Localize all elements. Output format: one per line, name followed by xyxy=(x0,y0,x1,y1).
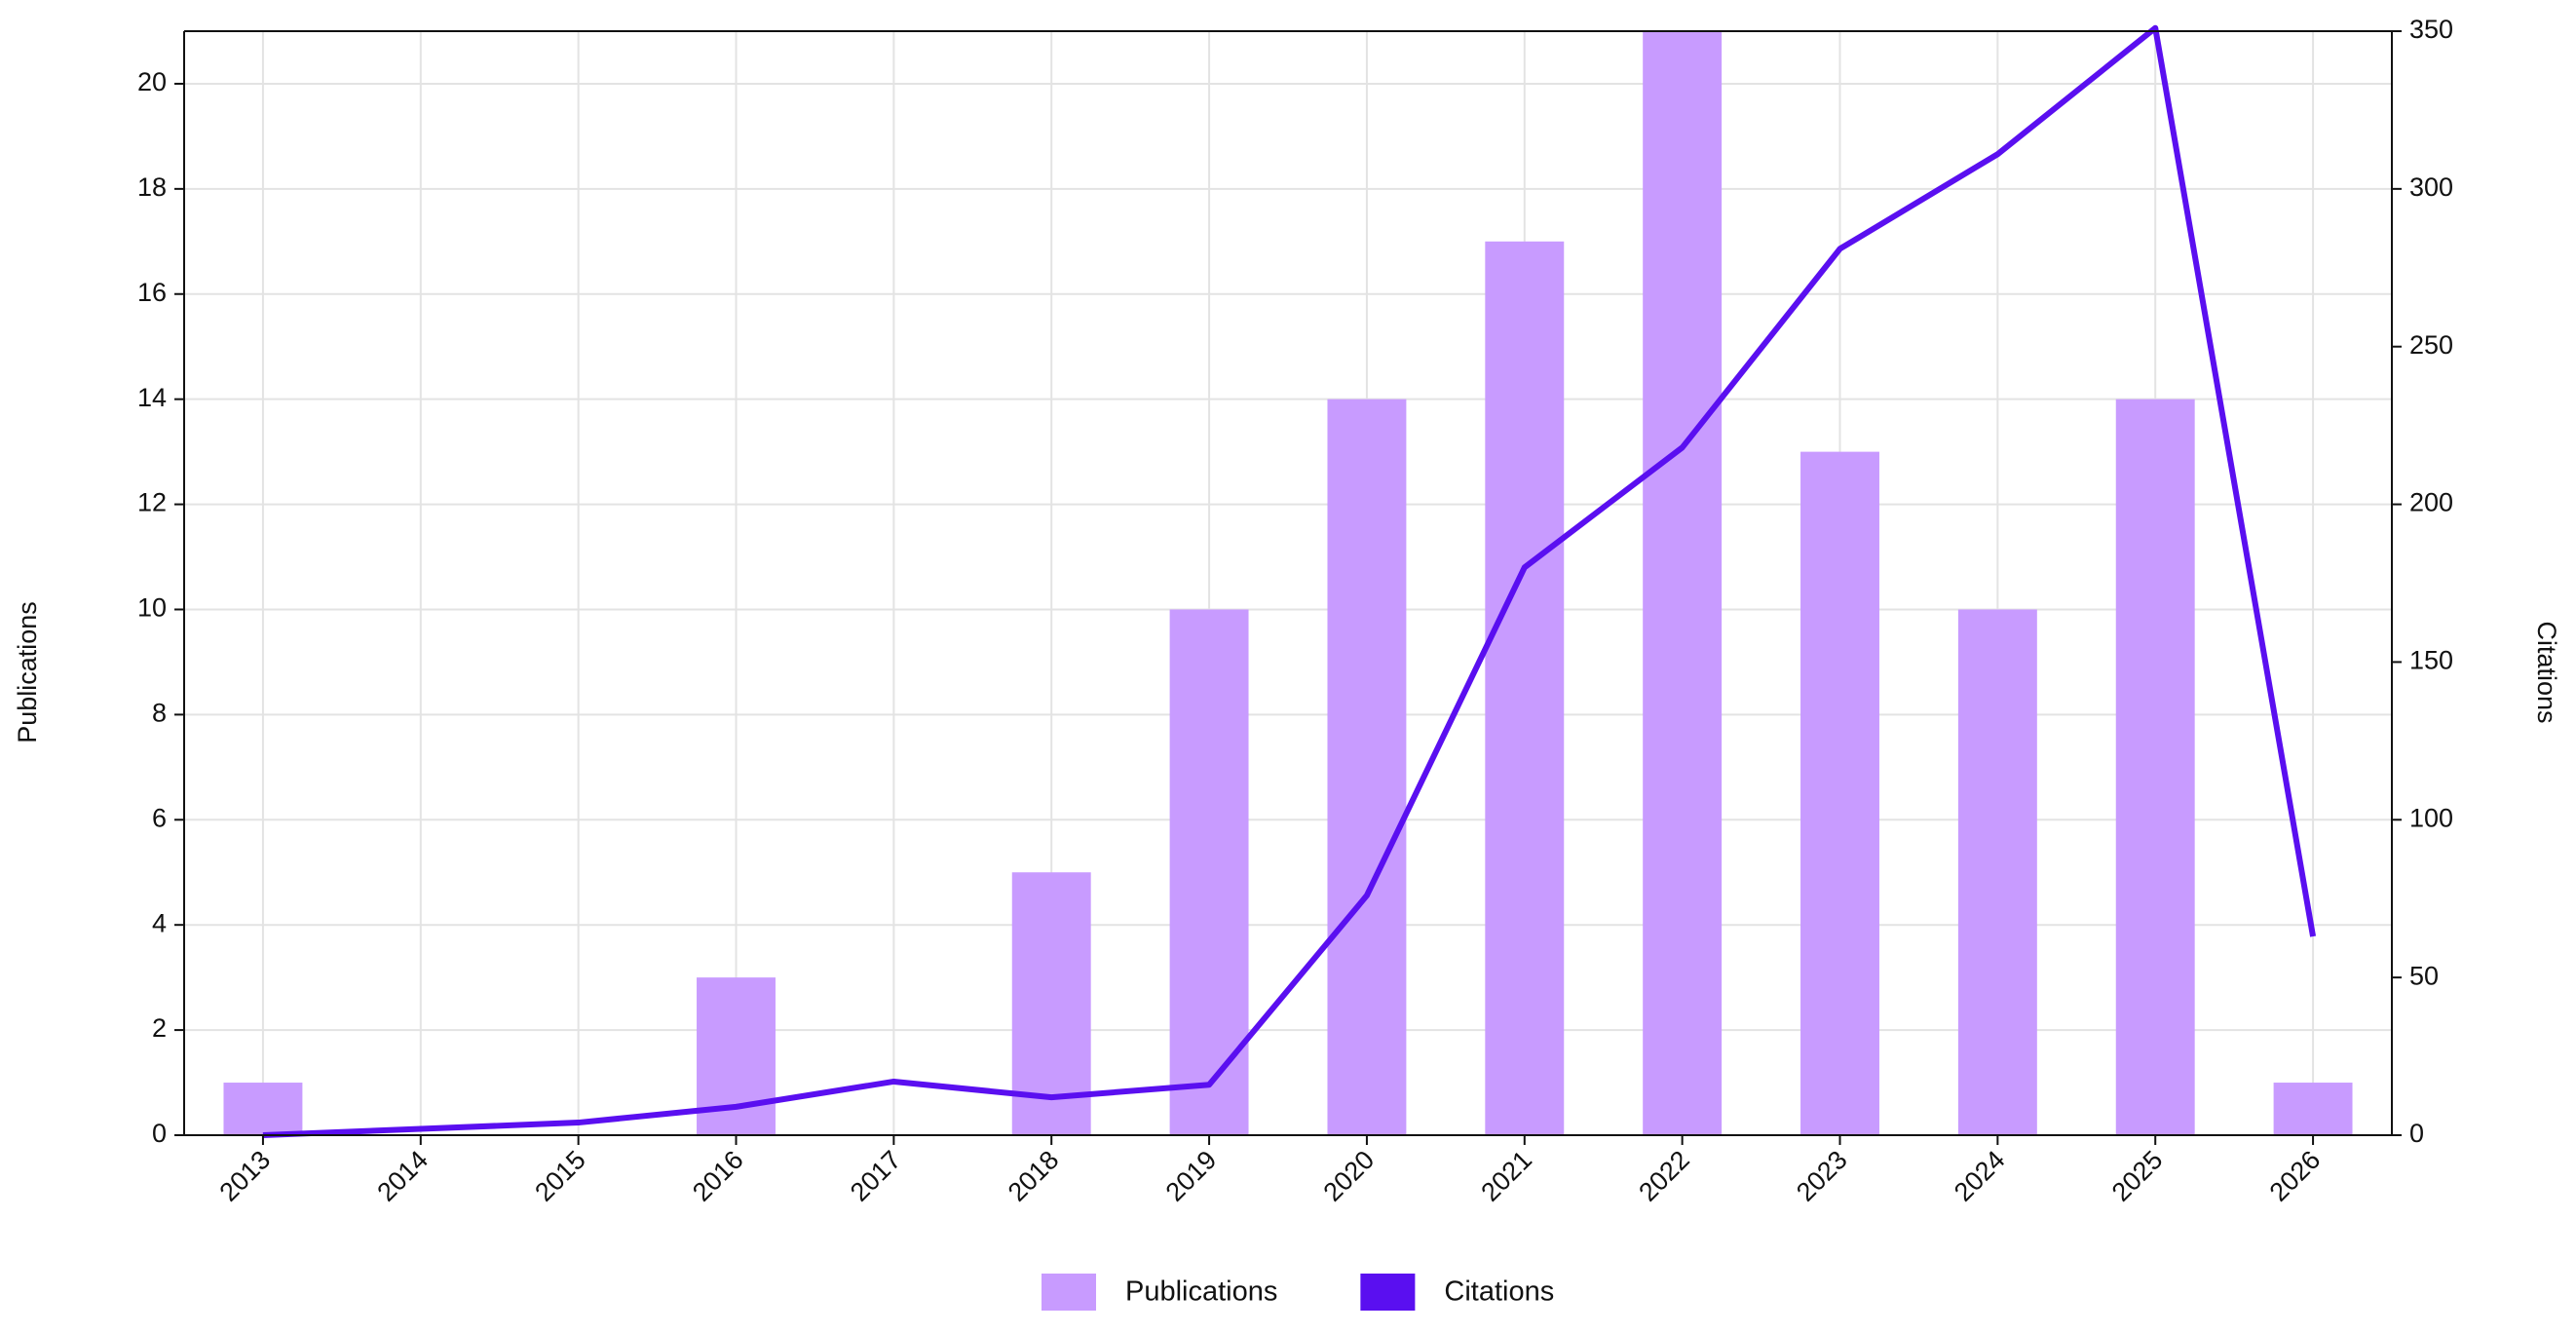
x-tick-label: 2013 xyxy=(214,1145,277,1207)
x-tick-label: 2026 xyxy=(2264,1145,2327,1207)
y2-tick-label: 0 xyxy=(2409,1119,2424,1148)
line xyxy=(262,24,2317,1138)
y-tick-label: 8 xyxy=(152,699,167,728)
y-axis-title: Publications xyxy=(13,601,42,743)
bar xyxy=(1800,451,1879,1136)
legend-label: Citations xyxy=(1444,1276,1554,1308)
y2-tick-label: 250 xyxy=(2409,330,2453,360)
x-tick-label: 2022 xyxy=(1633,1145,1695,1207)
x-tick-label: 2014 xyxy=(371,1145,434,1207)
x-tick-label: 2018 xyxy=(1003,1145,1065,1207)
y2-tick-label: 200 xyxy=(2409,488,2453,517)
x-tick-label: 2019 xyxy=(1160,1145,1223,1207)
bar xyxy=(2115,399,2195,1136)
y-tick-label: 2 xyxy=(152,1013,167,1043)
legend-swatch xyxy=(1042,1274,1096,1311)
y2-tick-label: 300 xyxy=(2409,172,2453,202)
y-tick-label: 12 xyxy=(137,488,167,517)
bar xyxy=(1011,872,1091,1135)
x-tick-label: 2017 xyxy=(845,1145,907,1207)
y-tick-label: 20 xyxy=(137,67,167,96)
y-tick-label: 0 xyxy=(152,1119,167,1148)
bar xyxy=(223,1083,303,1135)
y2-axis-title: Citations xyxy=(2532,621,2561,723)
x-tick-label: 2025 xyxy=(2106,1145,2169,1207)
y2-tick-label: 350 xyxy=(2409,15,2453,44)
bar xyxy=(1169,609,1249,1135)
legend-swatch xyxy=(1360,1274,1416,1311)
bar xyxy=(2273,1083,2353,1135)
y2-tick-label: 150 xyxy=(2409,646,2453,675)
bar xyxy=(1327,399,1407,1136)
x-tick-label: 2021 xyxy=(1475,1145,1537,1207)
y-tick-label: 18 xyxy=(137,172,167,202)
x-tick-label: 2016 xyxy=(687,1145,749,1207)
y-tick-label: 4 xyxy=(152,908,167,937)
y2-tick-label: 100 xyxy=(2409,803,2453,832)
y-tick-label: 10 xyxy=(137,593,167,623)
legend-label: Publications xyxy=(1125,1276,1277,1308)
bar xyxy=(1485,241,1565,1136)
bar xyxy=(1643,31,1723,1135)
y-tick-label: 6 xyxy=(152,803,167,832)
x-tick-label: 2015 xyxy=(529,1145,591,1207)
x-tick-label: 2020 xyxy=(1318,1145,1381,1207)
x-tick-label: 2024 xyxy=(1949,1145,2011,1207)
x-tick-label: 2023 xyxy=(1791,1145,1853,1207)
bar xyxy=(1957,609,2037,1135)
y-tick-label: 16 xyxy=(137,278,167,307)
y-tick-label: 14 xyxy=(137,383,167,412)
y2-tick-label: 50 xyxy=(2409,961,2439,990)
